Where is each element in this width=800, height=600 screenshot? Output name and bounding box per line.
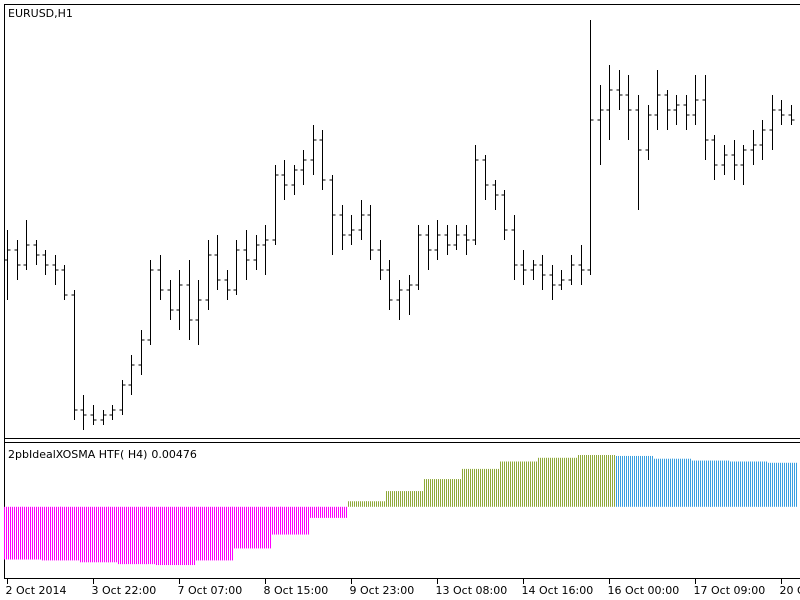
histogram-bar — [79, 506, 89, 563]
histogram-bar — [280, 506, 290, 535]
histogram-bar — [309, 506, 319, 518]
histogram-bar — [462, 468, 472, 507]
histogram-bar — [567, 457, 577, 507]
histogram-bar — [481, 468, 491, 507]
x-tick-label: 20 Oct — [780, 584, 800, 597]
histogram-bar — [634, 455, 644, 507]
histogram-bar — [586, 455, 596, 507]
histogram-bar — [777, 462, 787, 507]
histogram-bar — [127, 506, 137, 565]
histogram-bar — [538, 457, 548, 507]
histogram-bar — [338, 506, 348, 518]
histogram-bar — [395, 491, 405, 507]
histogram-bar — [108, 506, 118, 563]
histogram-bar — [51, 506, 61, 561]
histogram-bar — [175, 506, 185, 566]
histogram-bar — [232, 506, 242, 549]
x-tick-label: 2 Oct 2014 — [6, 584, 67, 597]
histogram-bar — [328, 506, 338, 518]
histogram-bar — [118, 506, 128, 565]
histogram-bar — [644, 455, 654, 507]
histogram-bar — [720, 460, 730, 507]
histogram-bar — [318, 506, 328, 518]
histogram-bar — [70, 506, 80, 561]
histogram-bar — [768, 462, 778, 507]
histogram-bar — [577, 455, 587, 507]
x-tick-label: 8 Oct 15:00 — [264, 584, 329, 597]
histogram-bar — [41, 506, 51, 561]
histogram-bar — [710, 460, 720, 507]
histogram-bar — [32, 506, 42, 560]
histogram-bar — [730, 461, 740, 507]
histogram-bar — [22, 506, 32, 560]
histogram-bar — [3, 506, 13, 560]
histogram-bar — [252, 506, 262, 549]
x-tick-label: 16 Oct 00:00 — [608, 584, 680, 597]
histogram-bar — [156, 506, 166, 566]
histogram-bar — [347, 501, 357, 507]
histogram-bar — [624, 455, 634, 507]
x-tick-label: 3 Oct 22:00 — [92, 584, 157, 597]
histogram-bar — [471, 468, 481, 507]
indicator-title: 2pbIdealXOSMA HTF( H4) — [8, 448, 147, 461]
histogram-bar — [557, 457, 567, 507]
histogram-bar — [405, 491, 415, 507]
x-tick-label: 17 Oct 09:00 — [694, 584, 766, 597]
x-tick-label: 7 Oct 07:00 — [178, 584, 243, 597]
histogram-bar — [185, 506, 195, 566]
marks — [3, 20, 797, 584]
histogram-bar — [691, 460, 701, 507]
histogram-bar — [758, 461, 768, 507]
histogram-bar — [299, 506, 309, 535]
histogram-bar — [787, 462, 797, 507]
histogram-bar — [491, 468, 501, 507]
histogram-bar — [271, 506, 281, 535]
histogram-bar — [701, 460, 711, 507]
histogram-bar — [146, 506, 156, 565]
histogram-bar — [385, 491, 395, 507]
histogram-bar — [663, 458, 673, 507]
histogram-bar — [376, 501, 386, 507]
histogram-bar — [414, 491, 424, 507]
chart-title: EURUSD,H1 — [8, 7, 73, 20]
x-tick-label: 13 Oct 08:00 — [436, 584, 508, 597]
histogram-bar — [99, 506, 109, 563]
histogram-bar — [242, 506, 252, 549]
x-tick-label: 9 Oct 23:00 — [350, 584, 415, 597]
histogram-bar — [261, 506, 271, 549]
histogram-bar — [519, 461, 529, 507]
histogram-bar — [213, 506, 223, 561]
histogram-bar — [60, 506, 70, 561]
histogram-bar — [682, 458, 692, 507]
histogram-bar — [89, 506, 99, 563]
histogram-bar — [194, 506, 204, 561]
x-tick-label: 14 Oct 16:00 — [522, 584, 594, 597]
histogram-bar — [510, 461, 520, 507]
histogram-bar — [357, 501, 367, 507]
histogram-bar — [166, 506, 176, 566]
histogram-bar — [672, 458, 682, 507]
histogram-bar — [204, 506, 214, 561]
histogram-bar — [452, 479, 462, 507]
histogram-bar — [443, 479, 453, 507]
histogram-bar — [615, 455, 625, 507]
histogram-bar — [653, 458, 663, 507]
histogram-bar — [223, 506, 233, 561]
histogram-bar — [13, 506, 23, 560]
histogram-bar — [529, 461, 539, 507]
histogram-bar — [605, 455, 615, 507]
histogram-bar — [739, 461, 749, 507]
histogram-bar — [749, 461, 759, 507]
histogram-bar — [548, 457, 558, 507]
histogram-bar — [433, 479, 443, 507]
histogram-bar — [424, 479, 434, 507]
histogram-bar — [366, 501, 376, 507]
histogram-bar — [500, 461, 510, 507]
histogram-bar — [137, 506, 147, 565]
histogram-bar — [290, 506, 300, 535]
histogram-bar — [596, 455, 606, 507]
indicator-value: 0.00476 — [151, 448, 197, 461]
